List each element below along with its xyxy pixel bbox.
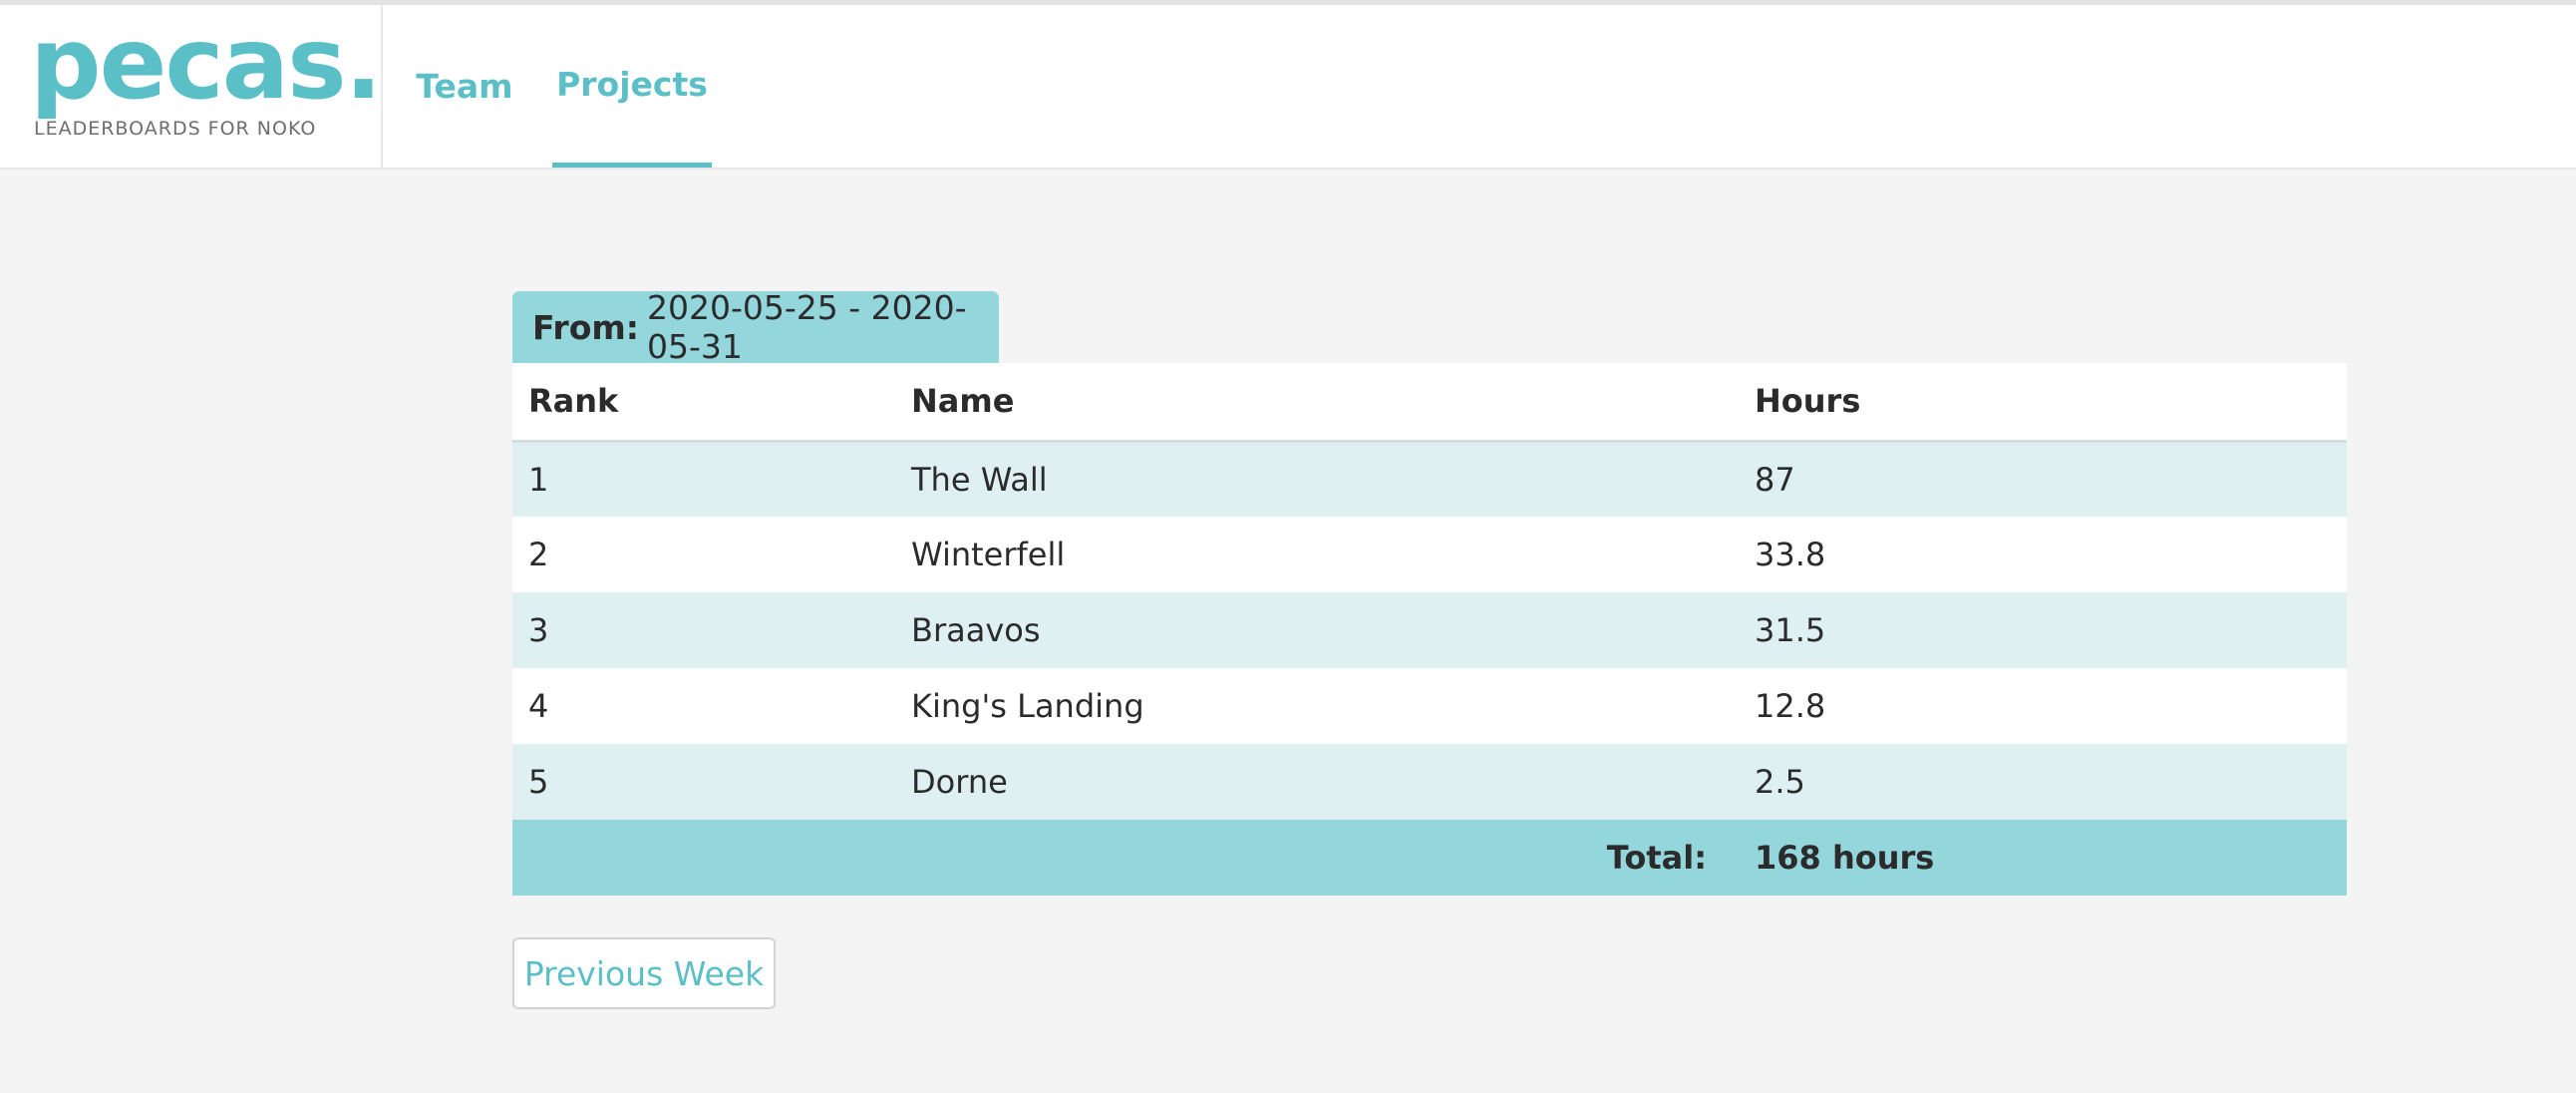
total-value: 168 hours	[1755, 839, 1935, 877]
table-row: 4 King's Landing 12.8	[512, 668, 2347, 744]
row-rank: 3	[528, 611, 549, 649]
logo[interactable]: pecas.	[30, 5, 383, 122]
header-rank: Rank	[512, 363, 895, 443]
row-hours: 33.8	[1755, 536, 1826, 573]
date-range-value: 2020-05-25 - 2020-05-31	[646, 288, 967, 366]
table-row: 3 Braavos 31.5	[512, 592, 2347, 668]
header-hours: Hours	[1739, 363, 2347, 443]
top-border	[0, 0, 2576, 5]
row-hours: 12.8	[1755, 687, 1826, 725]
date-range-tab: From: 2020-05-25 - 2020-05-31	[512, 288, 999, 366]
previous-week-button[interactable]: Previous Week	[512, 937, 776, 1009]
total-row: Total: 168 hours	[512, 820, 2347, 896]
tab-team[interactable]: Team	[416, 67, 513, 106]
row-name: Winterfell	[911, 536, 1066, 573]
row-hours: 31.5	[1755, 611, 1826, 649]
header-name: Name	[895, 363, 1739, 443]
row-rank: 5	[528, 763, 549, 801]
tagline: LEADERBOARDS FOR NOKO	[34, 118, 317, 140]
row-name: The Wall	[911, 460, 1048, 499]
row-hours: 87	[1755, 460, 1795, 499]
table-header-row: Rank Name Hours	[512, 363, 2347, 443]
row-rank: 4	[528, 687, 549, 725]
tab-projects[interactable]: Projects	[552, 5, 712, 168]
row-name: Braavos	[911, 611, 1041, 649]
row-name: Dorne	[911, 763, 1008, 801]
total-label: Total:	[1606, 839, 1707, 877]
row-name: King's Landing	[911, 687, 1144, 725]
table-row: 1 The Wall 87	[512, 441, 2347, 517]
row-rank: 2	[528, 536, 549, 573]
leaderboard-table: Rank Name Hours 1 The Wall 87 2 Winterfe…	[512, 363, 2347, 896]
table-row: 5 Dorne 2.5	[512, 744, 2347, 820]
table-row: 2 Winterfell 33.8	[512, 517, 2347, 592]
top-header: pecas. LEADERBOARDS FOR NOKO Team Projec…	[0, 5, 2576, 170]
row-hours: 2.5	[1755, 763, 1805, 801]
date-range-label: From:	[532, 307, 639, 347]
row-rank: 1	[528, 460, 549, 499]
brand: pecas. LEADERBOARDS FOR NOKO	[0, 5, 383, 168]
